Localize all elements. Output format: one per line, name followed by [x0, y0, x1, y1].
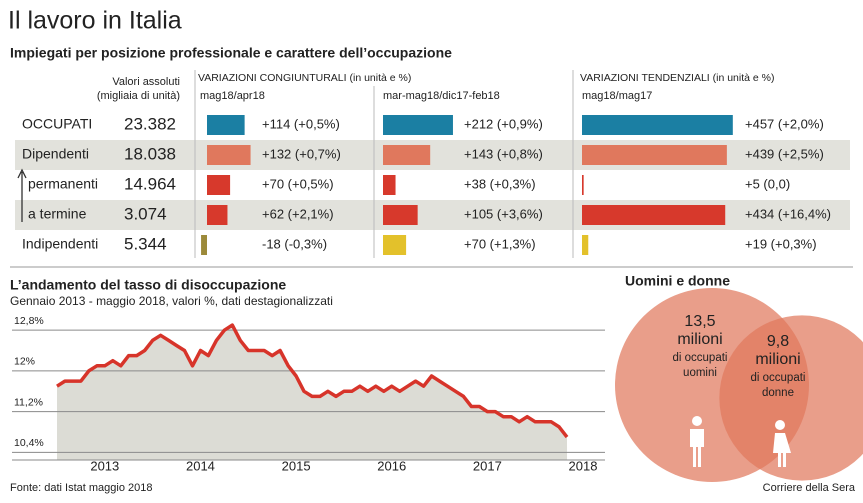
circle [719, 315, 863, 481]
line [56, 323, 569, 439]
subtitle: Impiegati per posizione professionale e … [10, 45, 452, 61]
bracket [17, 168, 27, 222]
row-label: Dipendenti [22, 146, 89, 162]
bar [582, 175, 584, 195]
value-label: +439 (+2,5%) [745, 146, 824, 161]
value-label: +132 (+0,7%) [262, 146, 341, 161]
y-tick-label: 10,4% [14, 437, 44, 449]
value-label: +70 (+1,3%) [464, 236, 536, 251]
x-tick-label: 2017 [473, 458, 502, 473]
value-label: +62 (+2,1%) [262, 206, 334, 221]
bar [582, 205, 726, 225]
value-label: +38 (+0,3%) [464, 176, 536, 191]
x-tick-label: 2013 [90, 458, 119, 473]
man-icon [690, 429, 704, 467]
bar [207, 175, 231, 195]
brand: Corriere della Sera [763, 482, 856, 494]
bar [383, 235, 407, 255]
row-label: OCCUPATI [22, 116, 92, 132]
y-tick-label: 11,2% [14, 396, 43, 408]
woman-icon [773, 433, 791, 467]
value-label: -18 (-0,3%) [262, 236, 327, 251]
value-label: +105 (+3,6%) [464, 206, 543, 221]
venn-value: 9,8 [767, 333, 789, 350]
x-tick-label: 2014 [186, 458, 215, 473]
woman-icon [775, 420, 785, 430]
venn-name: donne [762, 387, 794, 399]
chart-subtitle: mar-mag18/dic17-feb18 [383, 90, 500, 102]
row-label: a termine [28, 206, 87, 222]
value-label: +434 (+16,4%) [745, 206, 831, 221]
title: Il lavoro in Italia [8, 7, 182, 35]
abs-header: (migliaia di unità) [97, 90, 180, 102]
row-value: 3.074 [124, 204, 167, 223]
value-label: +212 (+0,9%) [464, 116, 543, 131]
value-label: +457 (+2,0%) [745, 116, 824, 131]
chart-title: VARIAZIONI TENDENZIALI (in unità e %) [580, 72, 775, 84]
row-value: 18.038 [124, 144, 176, 163]
chart-subtitle: mag18/apr18 [200, 90, 265, 102]
bar [207, 205, 228, 225]
source: Fonte: dati Istat maggio 2018 [10, 482, 152, 494]
x-tick-label: 2016 [377, 458, 406, 473]
venn-unit: milioni [677, 331, 722, 348]
bar [207, 115, 245, 135]
venn-desc: di occupati [673, 352, 728, 364]
abs-header: Valori assoluti [112, 76, 180, 88]
bar [383, 205, 418, 225]
chart-subtitle: Gennaio 2013 - maggio 2018, valori %, da… [10, 294, 333, 308]
chart-title: L’andamento del tasso di disoccupazione [10, 277, 286, 293]
bar [582, 115, 733, 135]
value-label: +114 (+0,5%) [262, 116, 340, 131]
row-value: 14.964 [124, 174, 176, 193]
venn-value: 13,5 [684, 313, 715, 330]
venn-name: uomini [683, 367, 717, 379]
value-label: +5 (0,0) [745, 176, 790, 191]
value-label: +70 (+0,5%) [262, 176, 334, 191]
bar [383, 145, 431, 165]
bar [582, 145, 727, 165]
venn-desc: di occupati [751, 372, 806, 384]
row-label: permanenti [28, 176, 98, 192]
value-label: +143 (+0,8%) [464, 146, 543, 161]
venn-unit: milioni [755, 351, 800, 368]
row-value: 23.382 [124, 114, 176, 133]
bar [383, 115, 453, 135]
area [57, 325, 568, 460]
y-tick-label: 12% [14, 356, 35, 368]
man-icon [692, 416, 702, 426]
bar [383, 175, 396, 195]
chart-title: Uomini e donne [625, 273, 730, 289]
x-tick-label: 2018 [569, 458, 598, 473]
x-tick-label: 2015 [282, 458, 311, 473]
bar [582, 235, 589, 255]
bar [201, 235, 207, 255]
row-value: 5.344 [124, 234, 167, 253]
row-label: Indipendenti [22, 236, 98, 252]
y-tick-label: 12,8% [14, 315, 44, 327]
chart-title: VARIAZIONI CONGIUNTURALI (in unità e %) [198, 72, 411, 84]
value-label: +19 (+0,3%) [745, 236, 817, 251]
chart-subtitle: mag18/mag17 [582, 90, 652, 102]
bar [207, 145, 251, 165]
